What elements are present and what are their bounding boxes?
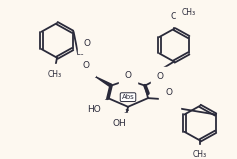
- Text: O: O: [83, 39, 91, 48]
- Text: Abs: Abs: [122, 94, 134, 100]
- Polygon shape: [96, 77, 112, 87]
- Text: OH: OH: [112, 119, 126, 128]
- Text: O: O: [170, 12, 178, 21]
- Text: O: O: [156, 73, 164, 81]
- Text: O: O: [165, 88, 173, 97]
- Text: CH₃: CH₃: [182, 8, 196, 17]
- Text: HO: HO: [87, 105, 101, 114]
- Text: 'O: 'O: [165, 96, 174, 105]
- Text: O: O: [82, 61, 90, 70]
- Text: CH₃: CH₃: [193, 150, 207, 159]
- Text: O: O: [124, 72, 132, 80]
- Text: CH₃: CH₃: [48, 70, 62, 79]
